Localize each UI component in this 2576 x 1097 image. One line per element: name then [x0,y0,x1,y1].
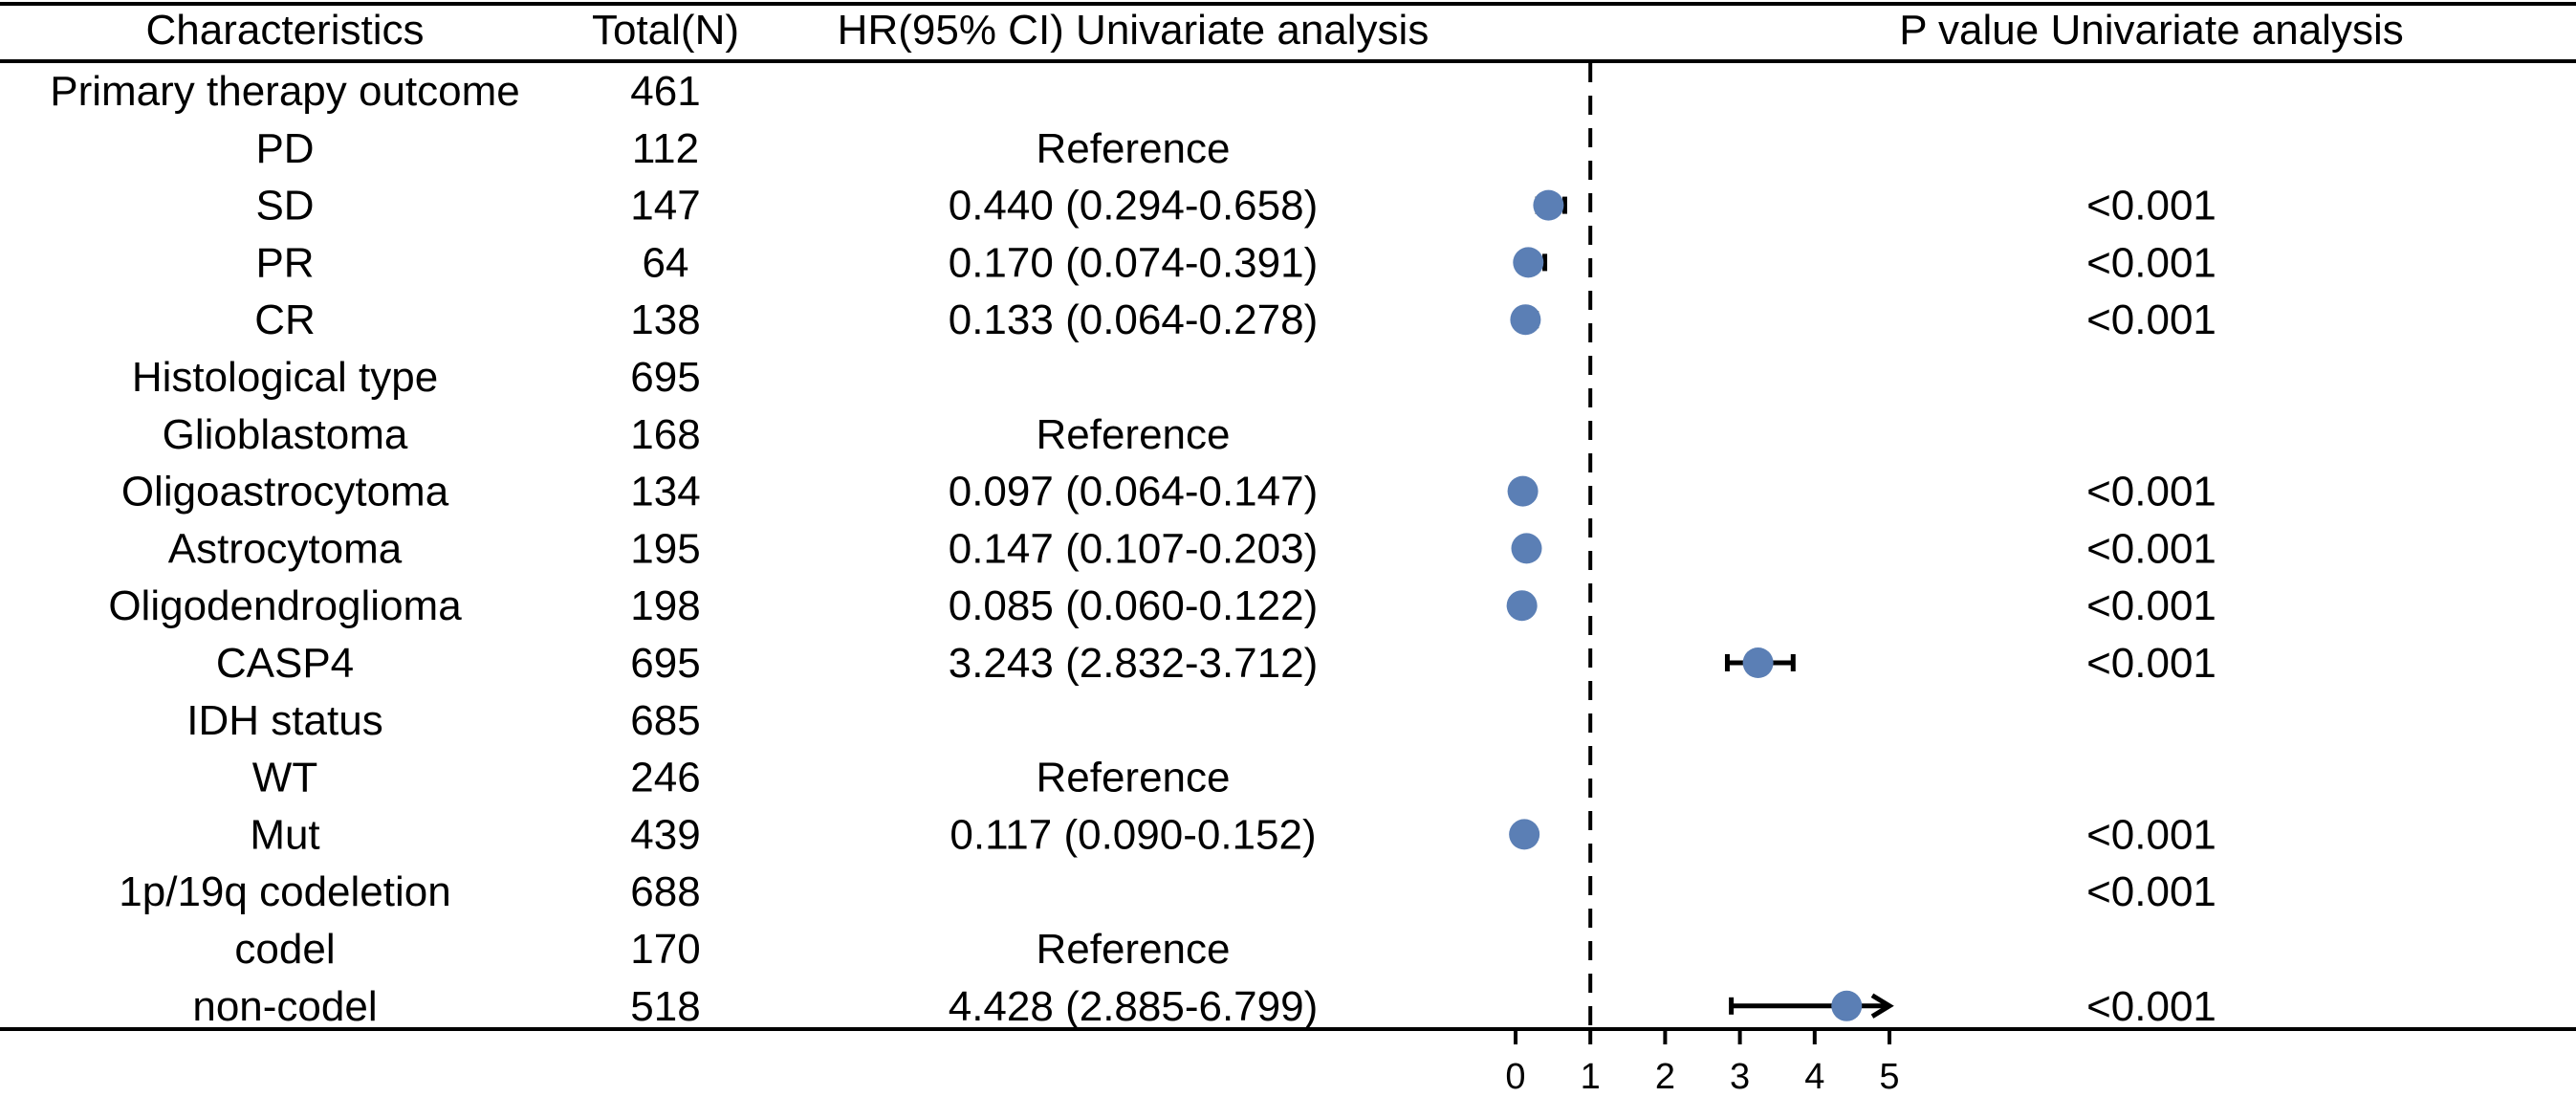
row-p-value: <0.001 [2086,469,2216,516]
row-hr-ci: 4.428 (2.885-6.799) [949,983,1319,1030]
row-label: non-codel [192,983,377,1030]
hr-point [1507,475,1539,507]
hr-point [1533,189,1564,221]
hr-point [1513,247,1544,278]
row-label: Glioblastoma [163,411,408,458]
row-p-value: <0.001 [2086,525,2216,572]
hr-point [1742,647,1774,678]
hr-point [1511,533,1542,564]
row-p-value: <0.001 [2086,640,2216,687]
row-total: 461 [630,68,700,115]
table-rows: Primary therapy outcome 461 PD 112 Reference… [50,68,2216,1030]
row-p-value: <0.001 [2086,983,2216,1030]
row-p-value: <0.001 [2086,811,2216,858]
row-total: 685 [630,697,700,744]
row-label: Astrocytoma [168,525,403,572]
row-hr-ci: 0.147 (0.107-0.203) [949,525,1319,572]
row-total: 195 [630,525,700,572]
hr-point [1509,819,1540,850]
x-tick-label: 2 [1655,1057,1675,1097]
row-total: 695 [630,640,700,687]
row-hr-ci: Reference [1036,755,1230,801]
row-label: CR [254,296,316,343]
row-total: 695 [630,354,700,401]
row-label: PR [255,239,314,286]
x-axis: 0 1 2 3 4 5 [1505,1029,1900,1097]
x-tick-label: 1 [1581,1057,1601,1097]
row-label: IDH status [186,697,382,744]
row-p-value: <0.001 [2086,868,2216,915]
row-total: 138 [630,296,700,343]
hr-point [1506,590,1538,622]
row-p-value: <0.001 [2086,239,2216,286]
row-hr-ci: Reference [1036,926,1230,973]
row-total: 688 [630,868,700,915]
hr-point [1831,990,1863,1021]
row-label: PD [255,125,314,172]
row-label: Primary therapy outcome [50,68,520,115]
row-hr-ci: 0.117 (0.090-0.152) [950,811,1316,858]
x-tick-label: 3 [1730,1057,1750,1097]
row-hr-ci: 0.085 (0.060-0.122) [949,582,1319,629]
row-label: 1p/19q codeletion [119,868,450,915]
row-label: WT [252,755,317,801]
row-label: SD [255,183,314,230]
row-hr-ci: Reference [1036,125,1230,172]
forest-marks [1506,63,1894,1027]
row-total: 246 [630,755,700,801]
row-p-value: <0.001 [2086,582,2216,629]
row-label: Mut [250,811,319,858]
row-label: Oligodendroglioma [108,582,462,629]
row-hr-ci: 3.243 (2.832-3.712) [949,640,1319,687]
row-label: Histological type [132,354,438,401]
header-characteristics: Characteristics [146,7,425,54]
header-hr: HR(95% CI) Univariate analysis [838,7,1430,54]
row-hr-ci: 0.170 (0.074-0.391) [949,239,1319,286]
row-label: CASP4 [216,640,354,687]
row-total: 168 [630,411,700,458]
row-total: 439 [630,811,700,858]
hr-point [1510,304,1541,336]
row-hr-ci: 0.097 (0.064-0.147) [949,469,1319,516]
row-hr-ci: Reference [1036,411,1230,458]
row-p-value: <0.001 [2086,183,2216,230]
x-tick-label: 5 [1879,1057,1899,1097]
row-total: 518 [630,983,700,1030]
row-total: 147 [630,183,700,230]
header-p-value: P value Univariate analysis [1899,7,2403,54]
row-total: 112 [632,125,699,172]
x-tick-label: 4 [1804,1057,1824,1097]
header-total: Total(N) [592,7,739,54]
row-total: 170 [630,926,700,973]
row-total: 134 [630,469,700,516]
row-p-value: <0.001 [2086,296,2216,343]
row-total: 198 [630,582,700,629]
row-label: Oligoastrocytoma [121,469,449,516]
x-tick-label: 0 [1505,1057,1525,1097]
ci-arrow [1870,993,1894,1019]
row-hr-ci: 0.440 (0.294-0.658) [949,183,1319,230]
row-total: 64 [643,239,689,286]
row-label: codel [234,926,335,973]
row-hr-ci: 0.133 (0.064-0.278) [949,296,1319,343]
